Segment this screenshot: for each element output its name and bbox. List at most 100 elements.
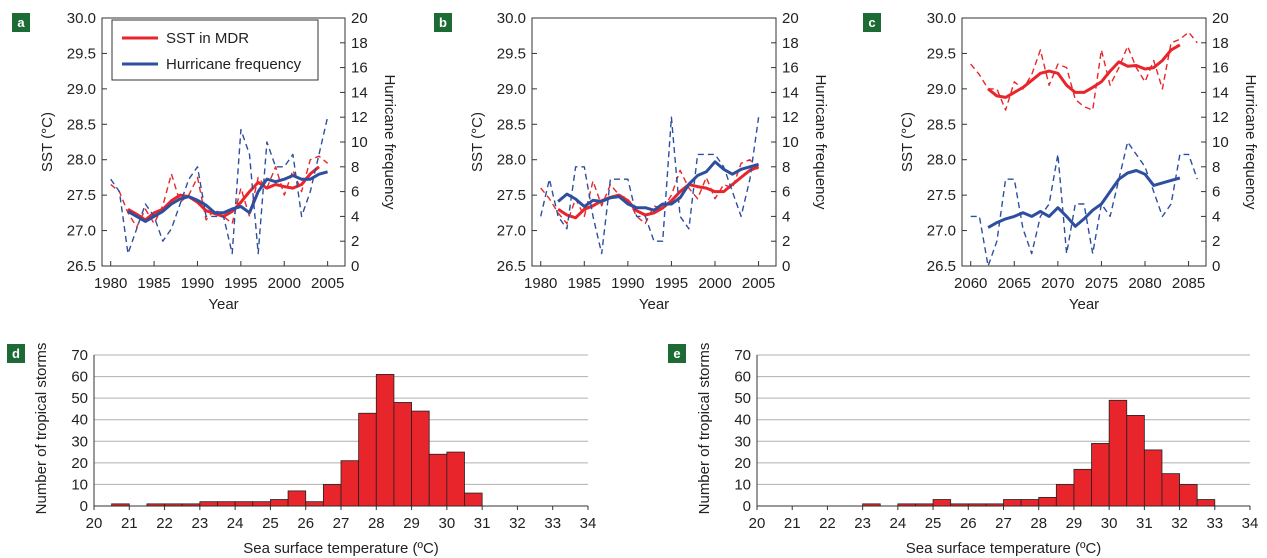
x-tick-label: 21 xyxy=(784,515,801,532)
x-tick-label: 1990 xyxy=(181,275,214,292)
histogram-bar xyxy=(1055,484,1075,507)
y2-axis-label: Hurricane frequency xyxy=(1242,74,1259,210)
y-axis-label: SST (°C) xyxy=(39,112,56,172)
x-tick-label: 22 xyxy=(156,515,173,532)
y-tick-label: 10 xyxy=(71,476,88,493)
x-tick-label: 32 xyxy=(509,515,526,532)
x-tick-label: 33 xyxy=(544,515,561,532)
x-tick-label: 1990 xyxy=(611,275,644,292)
y2-tick-label: 2 xyxy=(1212,233,1220,250)
y-tick-label: 27.0 xyxy=(927,223,956,240)
y-tick-label: 28.5 xyxy=(927,116,956,133)
y-axis-label: SST (°C) xyxy=(469,112,486,172)
x-tick-label: 2060 xyxy=(954,275,987,292)
y-tick-label: 50 xyxy=(71,390,88,407)
histogram-bar xyxy=(199,501,218,507)
hurricane-raw-line xyxy=(110,117,329,255)
hurricane-smooth-line xyxy=(557,160,760,212)
y-tick-label: 30 xyxy=(71,433,88,450)
histogram-bar xyxy=(217,501,236,507)
y-tick-label: 26.5 xyxy=(67,258,96,275)
x-tick-label: 1980 xyxy=(524,275,557,292)
panel-label-e: e xyxy=(668,344,686,363)
histogram-bar xyxy=(428,453,448,507)
histogram-bar xyxy=(411,410,430,507)
chart-panel-a: 26.5 27.0 27.5 28.0 28.5 29.0 29.5 30.0 0 2 4 6 8 10 1… xyxy=(39,10,398,313)
chart-panel-d: 0 10 20 30 40 50 60 70 20 21 22 23 24 25 26 27 28 29 30 31 3… xyxy=(33,343,596,557)
y2-tick-label: 14 xyxy=(782,84,799,101)
y-tick-label: 29.5 xyxy=(497,45,526,62)
y-tick-label: 29.0 xyxy=(927,81,956,98)
legend-sst-label: SST in MDR xyxy=(166,30,249,47)
y2-tick-label: 0 xyxy=(351,258,359,275)
x-tick-label: 26 xyxy=(297,515,314,532)
hurricane-smooth-line xyxy=(987,169,1181,229)
y2-tick-label: 20 xyxy=(782,10,799,27)
x-tick-label: 2080 xyxy=(1128,275,1161,292)
y2-tick-label: 16 xyxy=(782,60,799,77)
panel-label-text: e xyxy=(673,346,680,361)
histogram-bar xyxy=(1143,449,1163,507)
y-tick-label: 27.5 xyxy=(497,187,526,204)
y-tick-label: 30.0 xyxy=(497,10,526,27)
x-tick-label: 1985 xyxy=(568,275,601,292)
y-tick-label: 28.5 xyxy=(67,116,96,133)
histogram-bar xyxy=(375,374,395,507)
y-tick-label: 28.0 xyxy=(497,152,526,169)
x-tick-label: 23 xyxy=(192,515,209,532)
x-tick-label: 33 xyxy=(1206,515,1223,532)
panel-label-text: a xyxy=(17,15,25,30)
histogram-bar xyxy=(111,503,130,507)
panel-label-a: a xyxy=(12,13,30,32)
panel-label-b: b xyxy=(434,13,452,32)
histogram-bar xyxy=(862,503,881,507)
y-tick-label: 70 xyxy=(71,347,88,364)
y-tick-label: 20 xyxy=(71,455,88,472)
x-tick-label: 2075 xyxy=(1085,275,1118,292)
y-tick-label: 70 xyxy=(734,347,751,364)
y2-tick-label: 14 xyxy=(1212,84,1229,101)
histogram-bar xyxy=(446,451,465,507)
x-tick-label: 27 xyxy=(333,515,350,532)
x-tick-label: 22 xyxy=(819,515,836,532)
x-tick-label: 34 xyxy=(1242,515,1259,532)
x-tick-label: 32 xyxy=(1171,515,1188,532)
plot-frame xyxy=(531,17,777,267)
x-axis-label: Year xyxy=(208,296,238,313)
histogram-bar xyxy=(915,503,934,507)
histogram-bar xyxy=(1108,399,1128,507)
x-tick-label: 23 xyxy=(854,515,871,532)
y-tick-label: 29.0 xyxy=(67,81,96,98)
x-tick-label: 34 xyxy=(580,515,597,532)
hurricane-smooth-line xyxy=(127,170,329,223)
y2-tick-label: 6 xyxy=(351,184,359,201)
histogram-bar xyxy=(164,503,183,507)
x-axis-label: Year xyxy=(1069,296,1099,313)
y2-tick-label: 18 xyxy=(351,35,368,52)
x-tick-label: 1995 xyxy=(655,275,688,292)
y2-tick-label: 14 xyxy=(351,84,368,101)
panel-label-c: c xyxy=(863,13,881,32)
x-tick-label: 31 xyxy=(474,515,491,532)
y-tick-label: 60 xyxy=(71,369,88,386)
chart-panel-b: 26.5 27.0 27.5 28.0 28.5 29.0 29.5 30.0 0 2 4 6 8 10 1… xyxy=(469,10,829,313)
histogram-bar xyxy=(967,503,987,507)
histogram-bar xyxy=(1003,499,1022,507)
y2-axis-label: Hurricane frequency xyxy=(381,74,398,210)
panel-label-box xyxy=(434,13,452,32)
y2-tick-label: 0 xyxy=(782,258,790,275)
y2-tick-label: 8 xyxy=(1212,159,1220,176)
y-tick-label: 27.5 xyxy=(927,187,956,204)
panel-label-box xyxy=(668,344,686,363)
histogram-bar xyxy=(1020,499,1040,507)
y-tick-label: 20 xyxy=(734,455,751,472)
y-tick-label: 26.5 xyxy=(497,258,526,275)
x-tick-label: 2000 xyxy=(698,275,731,292)
panel-label-d: d xyxy=(7,344,25,363)
histogram-bar xyxy=(1196,499,1216,507)
hurricane-raw-line xyxy=(970,141,1198,267)
y-tick-label: 29.0 xyxy=(497,81,526,98)
histogram-bar xyxy=(1091,443,1110,507)
y2-tick-label: 6 xyxy=(1212,184,1220,201)
y2-tick-label: 20 xyxy=(351,10,368,27)
